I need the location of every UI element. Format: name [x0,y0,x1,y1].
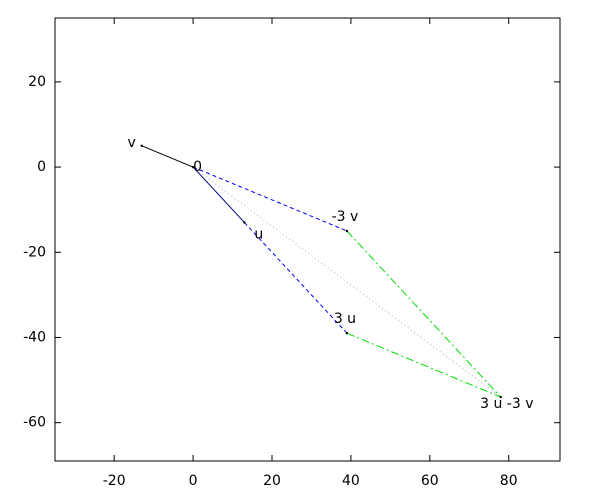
point-label: 3 u -3 v [480,396,533,412]
y-tick-label: -20 [23,244,46,260]
segment [141,145,194,168]
point-label: 0 [193,159,202,175]
y-tick-label: 20 [28,74,46,90]
point-label: -3 v [332,209,359,225]
y-tick-label: 0 [37,159,46,175]
segment [346,332,502,398]
x-tick-label: 40 [342,473,360,489]
point [499,395,503,399]
point [243,221,246,224]
y-tick-label: -40 [23,329,46,345]
point [191,165,195,169]
point-label: v [128,135,136,151]
segment [192,166,348,232]
plot-frame [54,17,561,462]
point-label: 3 u [334,311,356,327]
segment [192,166,502,398]
point [140,144,143,147]
point [345,332,349,335]
segment [192,166,245,223]
x-tick-label: -20 [103,473,126,489]
point [345,229,349,233]
x-tick-label: 0 [189,473,198,489]
point-label: u [254,226,263,242]
x-tick-label: 80 [500,473,518,489]
segment [346,230,502,398]
x-tick-label: 60 [421,473,439,489]
y-tick-label: -60 [23,415,46,431]
x-tick-label: 20 [263,473,281,489]
